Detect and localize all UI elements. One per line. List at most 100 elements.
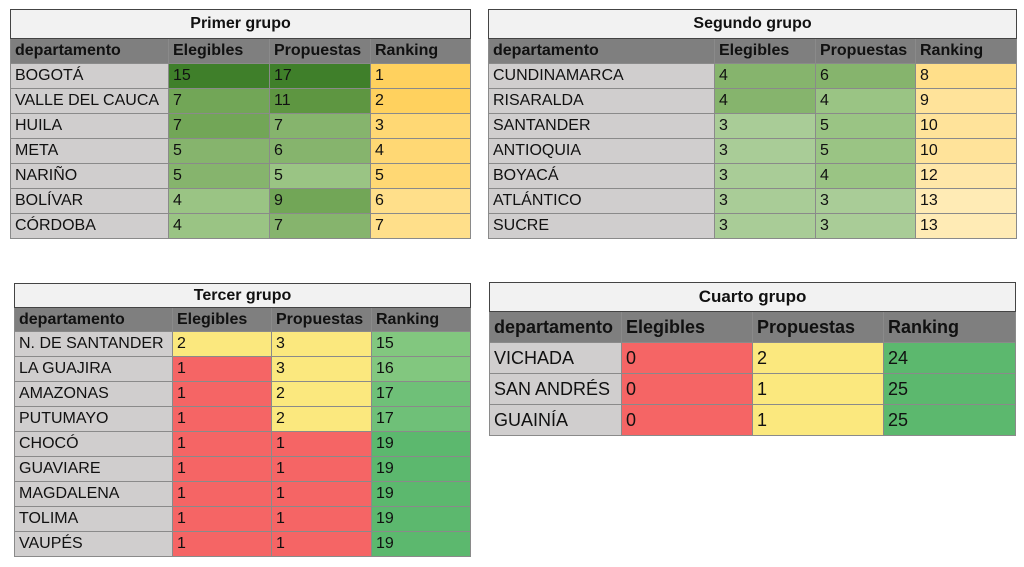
table-row: BOLÍVAR 4 9 6 [10,188,472,214]
propuestas-cell: 2 [271,381,372,407]
tercer-grupo-table: Tercer grupo departamento Elegibles Prop… [14,283,471,557]
elegibles-cell: 15 [168,63,270,89]
table-row: CHOCÓ 1 1 19 [14,431,471,457]
table-title: Tercer grupo [14,283,471,308]
propuestas-cell: 3 [271,356,372,382]
elegibles-cell: 4 [714,63,816,89]
header-ranking: Ranking [369,38,472,64]
elegibles-cell: 7 [168,113,270,139]
dept-cell: RISARALDA [488,88,715,114]
ranking-cell: 16 [371,356,471,382]
dept-cell: SAN ANDRÉS [489,373,622,405]
elegibles-cell: 5 [168,138,270,164]
elegibles-cell: 1 [172,381,272,407]
propuestas-cell: 1 [271,531,372,557]
elegibles-cell: 0 [621,342,753,374]
propuestas-cell: 1 [271,456,372,482]
dept-cell: CÓRDOBA [10,213,169,239]
elegibles-cell: 1 [172,456,272,482]
ranking-cell: 7 [369,213,472,239]
dept-cell: PUTUMAYO [14,406,173,432]
propuestas-cell: 6 [269,138,371,164]
ranking-cell: 4 [369,138,472,164]
propuestas-cell: 3 [815,188,916,214]
propuestas-cell: 7 [269,113,371,139]
table-row: META 5 6 4 [10,138,472,164]
header-departamento: departamento [14,307,173,332]
table-title: Primer grupo [9,9,472,39]
header-departamento: departamento [10,38,169,64]
ranking-cell: 19 [371,456,471,482]
table-title: Cuarto grupo [488,282,1017,312]
table-row: BOGOTÁ 15 17 1 [10,63,472,89]
propuestas-cell: 7 [269,213,371,239]
table-row: SAN ANDRÉS 0 1 25 [489,373,1017,405]
dept-cell: BOGOTÁ [10,63,169,89]
ranking-cell: 19 [371,531,471,557]
elegibles-cell: 4 [714,88,816,114]
dept-cell: BOYACÁ [488,163,715,189]
dept-cell: VAUPÉS [14,531,173,557]
elegibles-cell: 1 [172,356,272,382]
propuestas-cell: 4 [815,88,916,114]
ranking-cell: 6 [369,188,472,214]
dept-cell: MAGDALENA [14,481,173,507]
propuestas-cell: 1 [752,373,884,405]
table-row: VALLE DEL CAUCA 7 11 2 [10,88,472,114]
dept-cell: SUCRE [488,213,715,239]
table-row: N. DE SANTANDER 2 3 15 [14,331,471,357]
header-propuestas: Propuestas [271,307,372,332]
ranking-cell: 15 [371,331,471,357]
ranking-cell: 19 [371,506,471,532]
table-row: TOLIMA 1 1 19 [14,506,471,532]
ranking-cell: 5 [369,163,472,189]
header-elegibles: Elegibles [621,311,753,343]
ranking-cell: 25 [882,373,1017,405]
elegibles-cell: 1 [172,531,272,557]
dept-cell: N. DE SANTANDER [14,331,173,357]
dept-cell: CUNDINAMARCA [488,63,715,89]
elegibles-cell: 3 [714,188,816,214]
table-row: MAGDALENA 1 1 19 [14,481,471,507]
elegibles-cell: 2 [172,331,272,357]
ranking-cell: 1 [369,63,472,89]
primer-grupo-table: Primer grupo departamento Elegibles Prop… [9,9,472,239]
propuestas-cell: 3 [271,331,372,357]
elegibles-cell: 3 [714,138,816,164]
propuestas-cell: 6 [815,63,916,89]
elegibles-cell: 7 [168,88,270,114]
table-row: ANTIOQUIA 3 5 10 [488,138,1018,164]
table-row: CUNDINAMARCA 4 6 8 [488,63,1018,89]
segundo-grupo-table: Segundo grupo departamento Elegibles Pro… [487,9,1018,239]
ranking-cell: 24 [882,342,1017,374]
propuestas-cell: 1 [271,431,372,457]
dept-cell: GUAINÍA [489,404,622,436]
header-ranking: Ranking [914,38,1018,64]
table-row: SUCRE 3 3 13 [488,213,1018,239]
propuestas-cell: 4 [815,163,916,189]
propuestas-cell: 2 [271,406,372,432]
propuestas-cell: 3 [815,213,916,239]
dept-cell: TOLIMA [14,506,173,532]
table-row: LA GUAJIRA 1 3 16 [14,356,471,382]
propuestas-cell: 11 [269,88,371,114]
table-row: ATLÁNTICO 3 3 13 [488,188,1018,214]
propuestas-cell: 5 [815,138,916,164]
header-propuestas: Propuestas [752,311,884,343]
propuestas-cell: 2 [752,342,884,374]
dept-cell: NARIÑO [10,163,169,189]
ranking-cell: 8 [914,63,1018,89]
table-title: Segundo grupo [487,9,1018,39]
elegibles-cell: 1 [172,431,272,457]
elegibles-cell: 5 [168,163,270,189]
table-row: VICHADA 0 2 24 [489,342,1017,374]
dept-cell: VALLE DEL CAUCA [10,88,169,114]
ranking-cell: 3 [369,113,472,139]
ranking-cell: 13 [914,213,1018,239]
elegibles-cell: 4 [168,188,270,214]
header-propuestas: Propuestas [269,38,371,64]
elegibles-cell: 1 [172,481,272,507]
table-row: BOYACÁ 3 4 12 [488,163,1018,189]
ranking-cell: 12 [914,163,1018,189]
table-row: PUTUMAYO 1 2 17 [14,406,471,432]
